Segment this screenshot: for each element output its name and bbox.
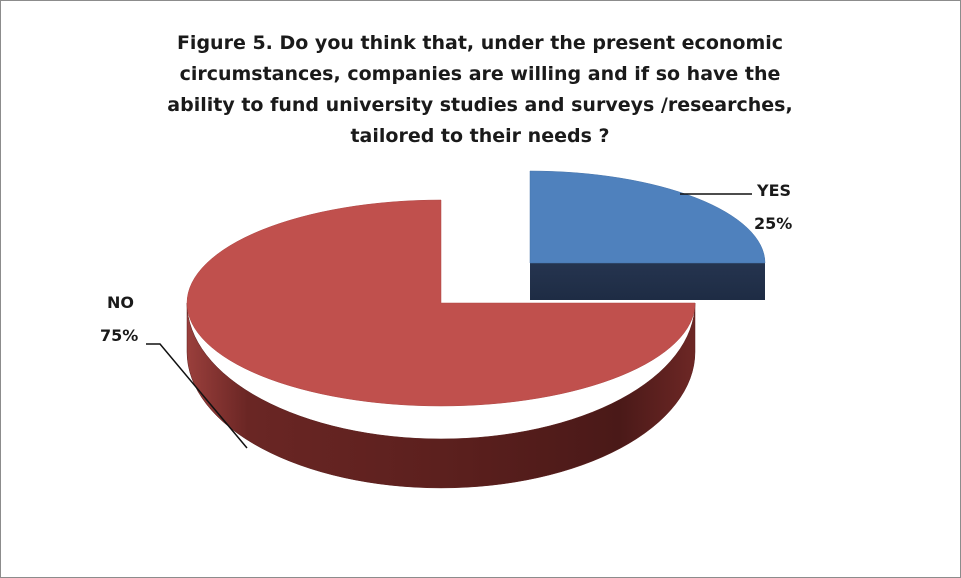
no-label-name: NO bbox=[107, 293, 134, 312]
title-line-4: tailored to their needs ? bbox=[350, 125, 610, 147]
chart-title: Figure 5. Do you think that, under the p… bbox=[100, 28, 860, 152]
no-leader-line bbox=[146, 343, 248, 449]
yes-label-name: YES bbox=[756, 181, 791, 200]
slice-no bbox=[186, 199, 696, 489]
slice-yes-side-front bbox=[530, 263, 765, 300]
title-line-1: Figure 5. Do you think that, under the p… bbox=[176, 32, 784, 54]
title-line-2: circumstances, companies are willing and… bbox=[179, 63, 781, 85]
slice-yes-top bbox=[529, 170, 766, 264]
yes-label-value: 25% bbox=[754, 214, 792, 233]
slice-no-top bbox=[186, 199, 696, 407]
title-line-3: ability to fund university studies and s… bbox=[167, 94, 793, 116]
slice-yes bbox=[529, 170, 766, 300]
no-label-value: 75% bbox=[100, 326, 138, 345]
slice-no-side bbox=[186, 302, 696, 489]
